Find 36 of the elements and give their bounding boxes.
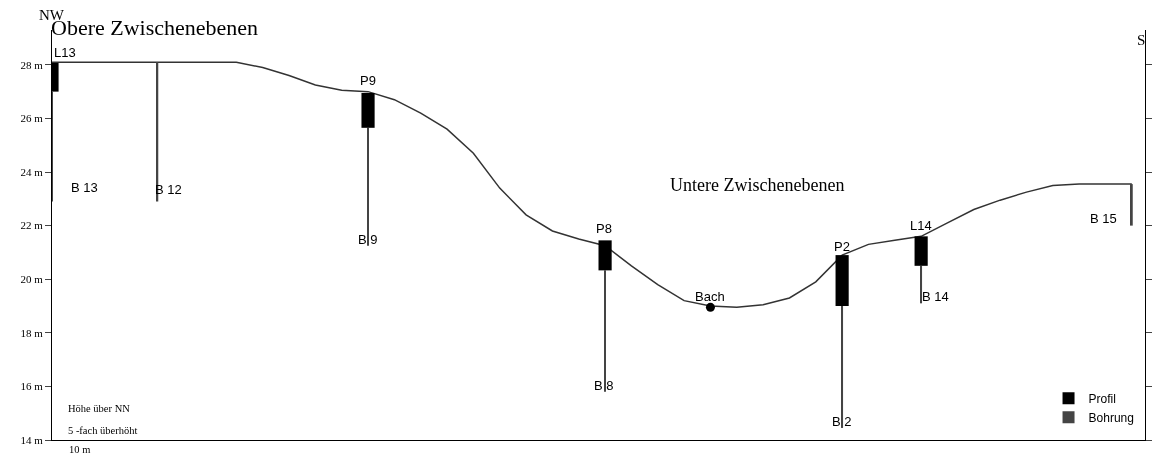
annotation: B 9 [358, 232, 378, 247]
annotation: B 8 [594, 378, 614, 393]
bar [367, 127, 369, 246]
annotation: P9 [360, 73, 376, 88]
annotation: Höhe über NN [68, 403, 131, 414]
annotation: L13 [54, 45, 76, 60]
y-tick-label: 28 m [20, 58, 44, 71]
bar [841, 306, 844, 428]
annotation: Untere Zwischenebenen [670, 175, 845, 195]
legend-label: Bohrung [1088, 410, 1134, 425]
bar [835, 255, 849, 307]
bar [920, 265, 923, 304]
y-tick-label: 26 m [20, 112, 44, 125]
annotation: B 14 [922, 289, 949, 304]
annotation: L14 [910, 218, 932, 233]
bar [1130, 184, 1133, 226]
y-tick-label: 20 m [20, 273, 44, 286]
text: 10 m [69, 444, 91, 454]
annotation: Bach [695, 289, 725, 304]
y-tick-label: 24 m [20, 165, 44, 178]
y-tick-label: 16 m [20, 380, 44, 393]
y-tick-label: 14 m [20, 433, 44, 446]
annotation: B 13 [71, 180, 98, 195]
bar [604, 270, 607, 392]
annotation: P2 [834, 239, 850, 254]
bar [598, 240, 612, 271]
legend-label: Profil [1088, 391, 1116, 406]
y-tick-label: 18 m [20, 326, 44, 339]
annotation: 5 -fach überhöht [68, 425, 138, 436]
annotation: P8 [596, 221, 612, 236]
y-tick-label: 22 m [20, 219, 44, 232]
annotation: S [1137, 32, 1146, 48]
bar [361, 92, 375, 128]
bar [914, 236, 928, 266]
annotation: B 15 [1090, 211, 1117, 226]
annotation: B 2 [832, 414, 852, 429]
